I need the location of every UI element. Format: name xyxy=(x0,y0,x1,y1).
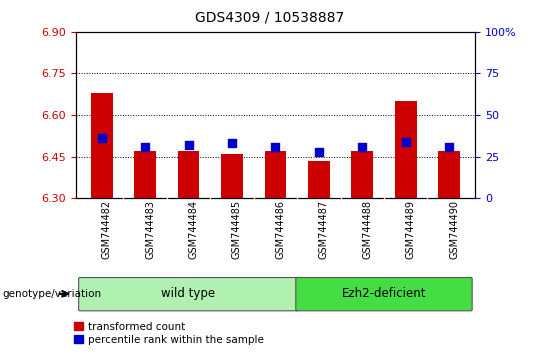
Point xyxy=(184,142,193,148)
Point xyxy=(97,136,106,141)
Bar xyxy=(134,151,156,198)
Bar xyxy=(395,101,416,198)
Text: Ezh2-deficient: Ezh2-deficient xyxy=(342,287,426,299)
Text: GSM744484: GSM744484 xyxy=(188,200,199,259)
Text: genotype/variation: genotype/variation xyxy=(3,289,102,299)
Point xyxy=(401,139,410,144)
Point xyxy=(445,144,454,149)
Text: GSM744487: GSM744487 xyxy=(319,200,329,259)
Bar xyxy=(308,161,330,198)
Text: GSM744483: GSM744483 xyxy=(145,200,155,259)
Point xyxy=(228,141,237,146)
Bar xyxy=(221,154,243,198)
Point xyxy=(358,144,367,149)
Bar xyxy=(438,151,460,198)
Point xyxy=(141,144,150,149)
FancyBboxPatch shape xyxy=(296,278,472,311)
Text: GSM744489: GSM744489 xyxy=(406,200,416,259)
Text: GSM744488: GSM744488 xyxy=(362,200,372,259)
Bar xyxy=(91,93,112,198)
Text: wild type: wild type xyxy=(161,287,215,299)
Bar xyxy=(352,151,373,198)
Text: GSM744490: GSM744490 xyxy=(449,200,459,259)
Text: GSM744486: GSM744486 xyxy=(275,200,286,259)
Text: GSM744485: GSM744485 xyxy=(232,200,242,259)
FancyBboxPatch shape xyxy=(79,278,299,311)
Bar xyxy=(265,151,286,198)
Point xyxy=(314,149,323,154)
Legend: transformed count, percentile rank within the sample: transformed count, percentile rank withi… xyxy=(70,317,268,349)
Bar xyxy=(178,151,199,198)
Text: GDS4309 / 10538887: GDS4309 / 10538887 xyxy=(195,11,345,25)
Point xyxy=(271,144,280,149)
Text: GSM744482: GSM744482 xyxy=(102,200,112,259)
